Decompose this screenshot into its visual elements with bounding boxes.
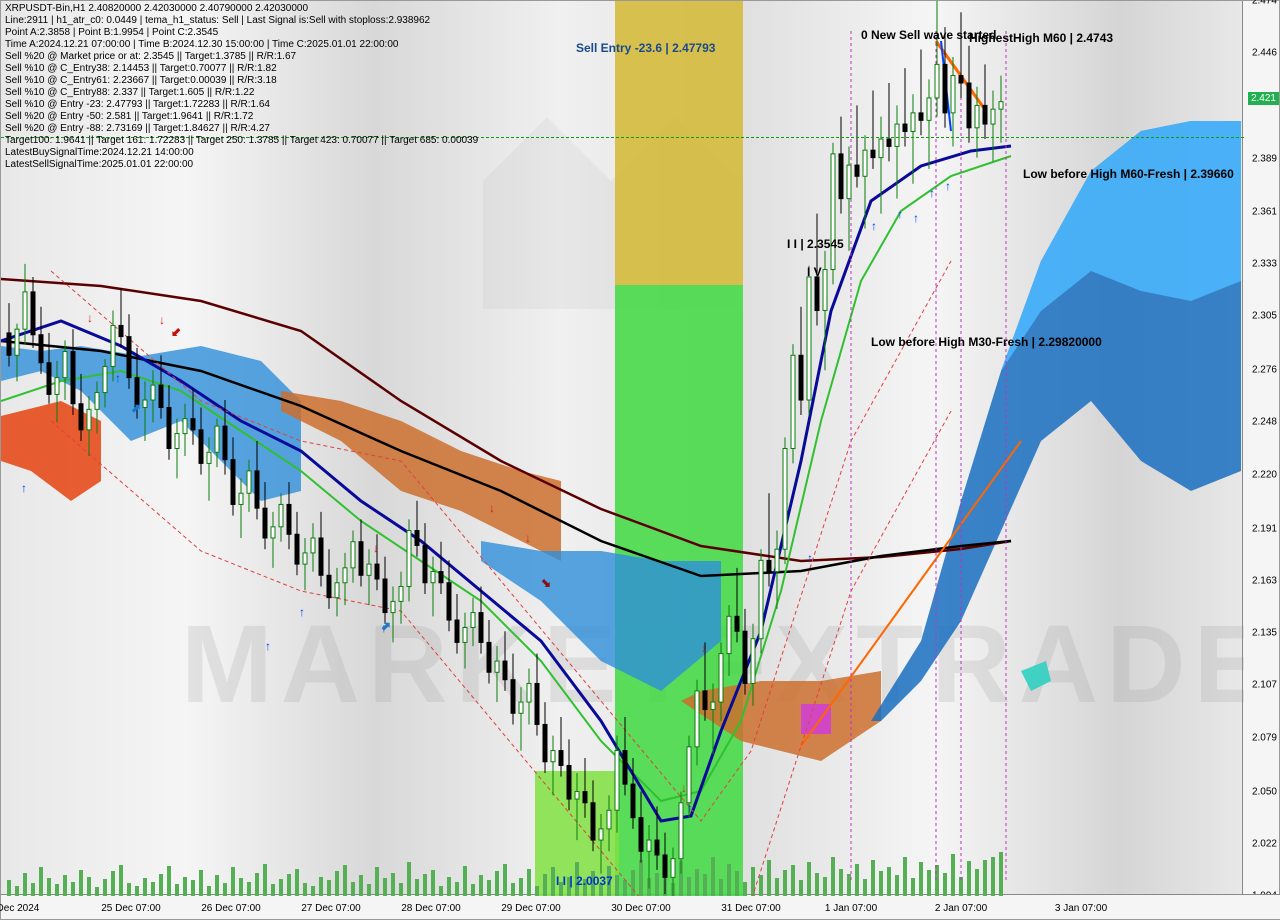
low-before-high-60: Low before High M60-Fresh | 2.39660 <box>1023 167 1234 181</box>
iv-mark: I V <box>807 265 822 279</box>
info-text-block: XRPUSDT-Bin,H1 2.40820000 2.42030000 2.4… <box>5 3 478 171</box>
band-green <box>615 285 743 896</box>
current-price-label: 2.421 <box>1248 92 1279 105</box>
point-b-mark: I I | 2.0037 <box>556 874 613 888</box>
sell-entry-label: Sell Entry -23.6 | 2.47793 <box>576 41 715 55</box>
low-before-high-30: Low before High M30-Fresh | 2.29820000 <box>871 335 1102 349</box>
highest-high-label: HighestHigh M60 | 2.4743 <box>969 31 1113 45</box>
y-axis: 2.4742.4462.4212.3892.3612.3332.3052.276… <box>1242 1 1279 896</box>
point-c-mark: I I | 2.3545 <box>787 237 844 251</box>
chart-area[interactable]: MARKETFXTRADE XRPUSDT-Bin,H1 2.40820000 … <box>1 1 1244 896</box>
symbol-line: XRPUSDT-Bin,H1 2.40820000 2.42030000 2.4… <box>5 3 478 15</box>
x-axis: 24 Dec 202425 Dec 07:0026 Dec 07:0027 De… <box>1 894 1280 919</box>
